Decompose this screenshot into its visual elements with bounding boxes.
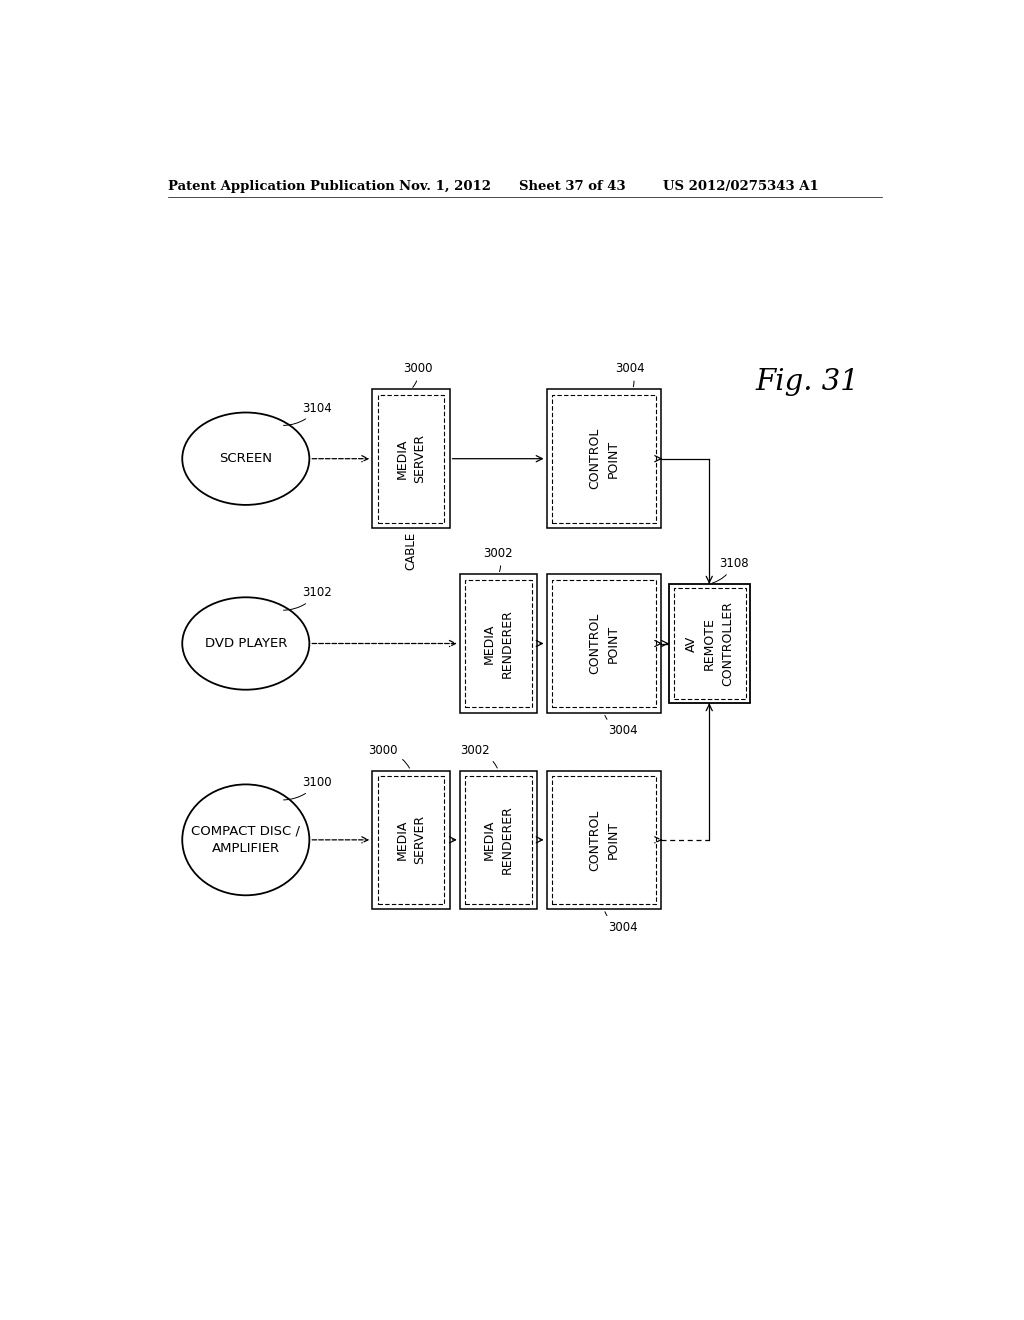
Text: 3100: 3100 — [284, 776, 332, 800]
Text: DVD PLAYER: DVD PLAYER — [205, 638, 287, 649]
Text: AV
REMOTE
CONTROLLER: AV REMOTE CONTROLLER — [685, 601, 734, 686]
Text: 3000: 3000 — [369, 743, 410, 768]
Text: 3104: 3104 — [284, 401, 332, 425]
Bar — [547, 771, 662, 909]
Text: 3102: 3102 — [284, 586, 332, 610]
Text: CONTROL
POINT: CONTROL POINT — [589, 428, 620, 490]
Text: SCREEN: SCREEN — [219, 453, 272, 465]
Ellipse shape — [182, 784, 309, 895]
Bar — [378, 776, 444, 904]
Bar — [669, 583, 751, 704]
Text: MEDIA
SERVER: MEDIA SERVER — [395, 816, 426, 865]
Bar — [460, 574, 538, 713]
Text: COMPACT DISC /
AMPLIFIER: COMPACT DISC / AMPLIFIER — [191, 825, 300, 855]
Text: MEDIA
RENDERER: MEDIA RENDERER — [483, 805, 514, 874]
Text: CABLE: CABLE — [404, 532, 418, 570]
Text: 3004: 3004 — [615, 363, 645, 387]
Bar — [552, 395, 655, 523]
Text: US 2012/0275343 A1: US 2012/0275343 A1 — [663, 180, 818, 193]
Text: Fig. 31: Fig. 31 — [756, 368, 859, 396]
Ellipse shape — [182, 412, 309, 506]
Bar — [547, 574, 662, 713]
Bar — [372, 771, 450, 909]
Bar — [378, 395, 444, 523]
Text: CONTROL
POINT: CONTROL POINT — [589, 612, 620, 675]
Text: 3000: 3000 — [403, 363, 432, 387]
Text: 3002: 3002 — [483, 548, 513, 572]
Text: MEDIA
RENDERER: MEDIA RENDERER — [483, 609, 514, 678]
Bar — [372, 389, 450, 528]
Text: 3002: 3002 — [460, 743, 498, 768]
Text: CONTROL
POINT: CONTROL POINT — [589, 809, 620, 870]
Bar — [465, 579, 531, 708]
Text: 3004: 3004 — [605, 912, 637, 933]
Text: 3004: 3004 — [605, 715, 637, 738]
Ellipse shape — [182, 597, 309, 689]
Bar — [547, 389, 662, 528]
Text: Patent Application Publication: Patent Application Publication — [168, 180, 395, 193]
Bar — [552, 579, 655, 708]
Text: MEDIA
SERVER: MEDIA SERVER — [395, 434, 426, 483]
Bar — [465, 776, 531, 904]
Bar — [460, 771, 538, 909]
Bar — [552, 776, 655, 904]
Text: Nov. 1, 2012: Nov. 1, 2012 — [399, 180, 492, 193]
Bar — [674, 589, 745, 698]
Text: 3108: 3108 — [713, 557, 749, 583]
Text: Sheet 37 of 43: Sheet 37 of 43 — [519, 180, 626, 193]
